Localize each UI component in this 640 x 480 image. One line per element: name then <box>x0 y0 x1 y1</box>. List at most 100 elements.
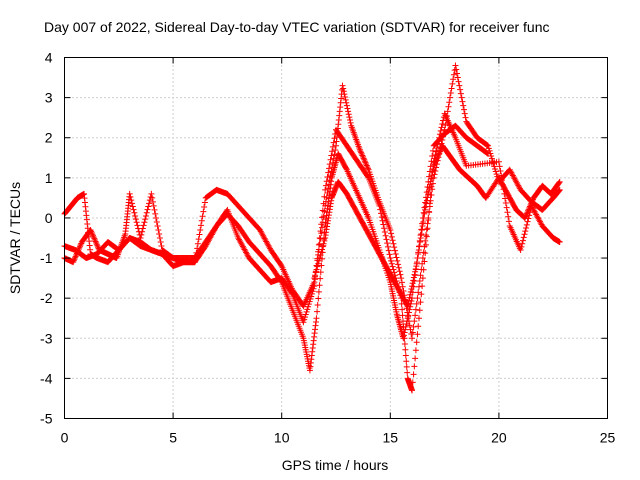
data-point <box>444 108 451 115</box>
data-point <box>523 210 530 217</box>
data-point <box>73 251 80 258</box>
data-point <box>486 147 493 154</box>
y-tick-label: -1 <box>40 250 53 266</box>
data-point <box>518 243 525 250</box>
data-point <box>89 231 96 238</box>
data-point <box>72 254 79 261</box>
data-point <box>522 213 529 220</box>
data-point <box>342 96 349 103</box>
data-point <box>436 149 443 156</box>
data-point <box>411 318 418 325</box>
y-tick-labels: -5 -4 -3 -2 -1 0 1 2 3 4 <box>40 50 53 427</box>
data-point <box>314 308 321 315</box>
data-point <box>316 282 323 289</box>
data-point <box>327 156 334 163</box>
data-point <box>311 275 318 282</box>
data-point <box>90 234 97 241</box>
data-point <box>505 218 512 225</box>
data-point <box>413 339 420 346</box>
data-point <box>428 172 435 179</box>
data-point <box>396 268 403 275</box>
data-point <box>430 162 437 169</box>
data-point <box>422 237 429 244</box>
data-point <box>388 257 395 264</box>
data-point <box>311 283 318 290</box>
data-point <box>142 212 149 219</box>
data-point <box>377 206 384 213</box>
series-track-a <box>61 122 492 374</box>
data-point <box>330 155 337 162</box>
data-point <box>395 264 402 271</box>
data-point <box>399 312 406 319</box>
data-point <box>492 168 499 175</box>
data-point <box>413 300 420 307</box>
data-point <box>143 209 150 216</box>
data-point <box>390 240 397 247</box>
data-point <box>420 218 427 225</box>
data-point <box>73 250 80 257</box>
data-point <box>310 285 317 292</box>
data-point <box>343 165 350 172</box>
data-point <box>92 238 99 245</box>
data-point <box>70 257 77 264</box>
data-point <box>519 237 526 244</box>
data-point <box>493 171 500 178</box>
x-tick-labels: 0 5 10 15 20 25 <box>61 430 616 446</box>
data-point <box>426 208 433 215</box>
data-point <box>391 247 398 254</box>
data-point <box>324 190 331 197</box>
data-point <box>438 124 445 131</box>
data-point <box>403 358 410 365</box>
data-point <box>439 120 446 127</box>
data-point <box>156 235 163 241</box>
data-point <box>402 346 409 353</box>
data-point <box>401 341 408 348</box>
data-point <box>315 295 322 302</box>
data-point <box>146 200 153 207</box>
data-point <box>527 202 534 209</box>
data-point <box>302 311 309 318</box>
data-point <box>364 173 371 180</box>
data-point <box>321 237 328 244</box>
data-point <box>526 203 533 210</box>
data-point <box>416 283 423 290</box>
data-point <box>425 191 432 198</box>
data-point <box>437 127 444 134</box>
data-point <box>304 306 311 313</box>
data-point <box>414 331 421 338</box>
series-track-c <box>61 110 563 394</box>
data-point <box>517 247 524 254</box>
data-point <box>556 179 563 186</box>
data-point <box>139 225 146 232</box>
data-point <box>127 194 134 201</box>
data-point <box>306 298 313 305</box>
data-point <box>346 114 353 121</box>
data-point <box>321 193 328 200</box>
data-point <box>382 232 389 239</box>
data-point <box>422 250 429 257</box>
data-point <box>398 275 405 282</box>
data-point <box>413 259 420 266</box>
data-point <box>411 363 418 370</box>
data-point <box>556 178 563 185</box>
data-point <box>455 78 462 85</box>
data-point <box>395 261 402 268</box>
data-point <box>394 257 401 264</box>
data-point <box>504 209 511 216</box>
y-tick-label: -3 <box>40 330 53 346</box>
data-point <box>459 98 466 105</box>
data-point <box>329 159 336 166</box>
data-point <box>155 226 162 233</box>
data-point <box>148 190 155 197</box>
data-point <box>329 164 336 171</box>
data-point <box>317 228 324 235</box>
data-point <box>435 138 442 145</box>
data-point <box>407 288 414 295</box>
data-point <box>359 152 366 159</box>
data-point <box>357 148 364 155</box>
data-point <box>388 230 395 237</box>
data-point <box>405 300 412 307</box>
data-point <box>126 190 133 197</box>
data-point <box>404 369 411 376</box>
data-point <box>410 274 417 281</box>
